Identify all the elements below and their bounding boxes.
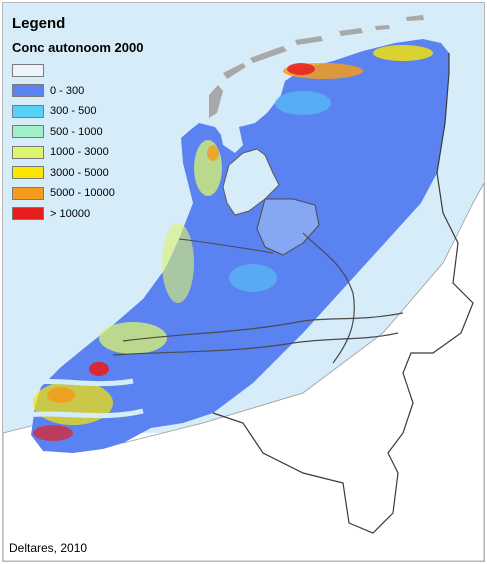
legend-swatch: [12, 84, 44, 98]
wadden-island-texel: [209, 85, 223, 118]
legend-label: 300 - 500: [50, 105, 97, 118]
flevoland: [256, 198, 320, 256]
hotspot-zeeland-core: [47, 387, 75, 403]
legend-swatch: [12, 145, 44, 159]
hotspot-holland-coast: [162, 223, 194, 303]
river-boundary: [178, 238, 274, 254]
legend-title: Legend: [12, 15, 66, 32]
map-legend: Legend Conc autonoom 2000 0 - 300 300 - …: [12, 15, 143, 224]
legend-rows: 0 - 300 300 - 500 500 - 1000 1000 - 3000…: [12, 60, 143, 224]
legend-swatch: [12, 166, 44, 180]
legend-label: 1000 - 3000: [50, 146, 109, 159]
legend-label: 0 - 300: [50, 84, 85, 97]
legend-row: > 10000: [12, 204, 143, 225]
legend-label: > 10000: [50, 207, 91, 220]
hotspot-noord-holland-core: [207, 145, 219, 161]
national-border: [212, 53, 474, 534]
legend-label: 3000 - 5000: [50, 166, 109, 179]
hotspot-rotterdam: [89, 362, 109, 376]
hotspot-groningen: [373, 45, 433, 61]
legend-row: 1000 - 3000: [12, 142, 143, 163]
legend-row: 5000 - 10000: [12, 183, 143, 204]
river-boundary: [302, 232, 355, 364]
hotspot-north-coast-core: [287, 63, 315, 75]
legend-label: 5000 - 10000: [50, 187, 115, 200]
river-boundary: [122, 312, 404, 342]
wadden-island-vlieland: [223, 63, 246, 79]
zeeland-channel: [22, 378, 134, 387]
wadden-island-rottumeroog: [375, 25, 390, 30]
legend-row: 500 - 1000: [12, 122, 143, 143]
wadden-island-terschelling: [250, 46, 287, 63]
map-credit: Deltares, 2010: [9, 541, 88, 555]
hotspot-zeeland: [33, 381, 113, 425]
wadden-island-schiermonnikoog: [339, 28, 363, 36]
legend-label: 500 - 1000: [50, 125, 103, 138]
hotspot-friesland: [275, 91, 331, 115]
wadden-island-ameland: [295, 36, 323, 45]
river-boundary: [112, 332, 399, 356]
legend-row: 300 - 500: [12, 101, 143, 122]
legend-swatch: [12, 104, 44, 118]
zeeland-channel: [26, 408, 144, 419]
legend-row: 3000 - 5000: [12, 163, 143, 184]
legend-swatch: [12, 186, 44, 200]
legend-row: [12, 60, 143, 81]
hotspot-utrecht: [229, 264, 277, 292]
legend-row: 0 - 300: [12, 81, 143, 102]
map-canvas: [3, 3, 484, 561]
wadden-island-borkum: [406, 15, 424, 21]
hotspot-zeeland-south: [33, 425, 73, 441]
legend-swatch: [12, 63, 44, 77]
legend-subtitle: Conc autonoom 2000: [12, 40, 144, 55]
legend-swatch: [12, 125, 44, 139]
hotspot-rhine-delta: [99, 322, 167, 354]
legend-swatch: [12, 207, 44, 221]
